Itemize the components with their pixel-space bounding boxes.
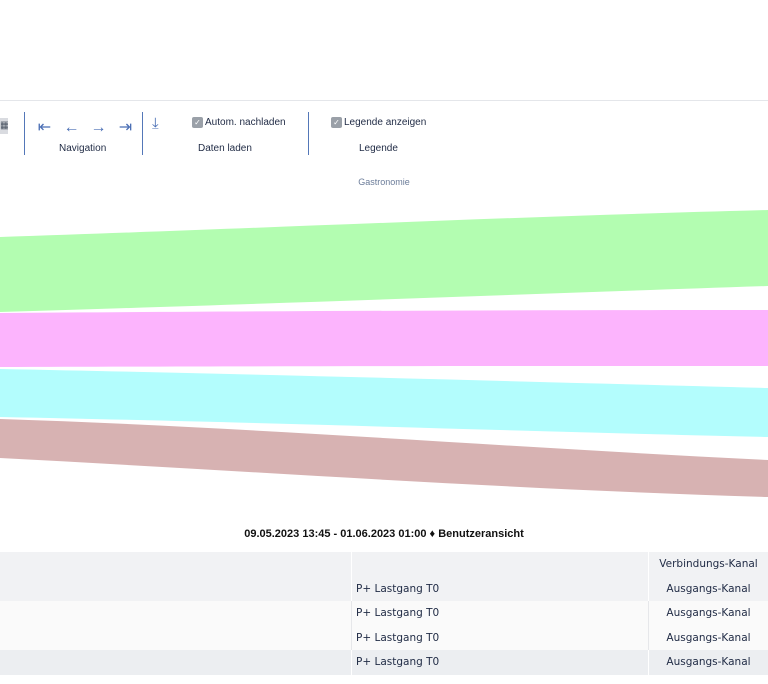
table-cell-name: P+ Lastgang T0 (356, 656, 440, 668)
checkbox-checked-icon: ✓ (331, 117, 342, 128)
show-legend-label: Legende anzeigen (344, 117, 427, 128)
table-cell-name: P+ Lastgang T0 (356, 607, 440, 619)
table-cell-channel: Ausgangs-Kanal (666, 656, 751, 668)
calendar-icon[interactable]: ▦ (0, 118, 8, 134)
toolbar-separator (142, 112, 143, 155)
auto-reload-checkbox[interactable]: ✓ Autom. nachladen (192, 117, 286, 128)
table-cell-channel: Ausgangs-Kanal (666, 607, 751, 619)
table-row[interactable]: P+ Lastgang T0 Ausgangs-Kanal (0, 601, 768, 626)
table-row[interactable]: P+ Lastgang T0 Ausgangs-Kanal (0, 576, 768, 601)
flow-band (0, 310, 768, 367)
show-legend-checkbox[interactable]: ✓ Legende anzeigen (331, 117, 426, 128)
date-range-title: 09.05.2023 13:45 - 01.06.2023 01:00 ♦ Be… (244, 528, 524, 540)
table-row[interactable]: P+ Lastgang T0 Ausgangs-Kanal (0, 625, 768, 650)
flow-band (0, 210, 768, 312)
toolbar-separator (308, 112, 309, 155)
toolbar-separator (24, 112, 25, 155)
checkbox-checked-icon: ✓ (192, 117, 203, 128)
first-icon[interactable]: ⇤ (37, 119, 52, 136)
table-header-row: Verbindungs-Kanal (0, 552, 768, 577)
download-icon[interactable]: ⤓ (152, 115, 159, 132)
table-cell-channel: Ausgangs-Kanal (666, 631, 751, 644)
table-row[interactable]: P+ Lastgang T0 Ausgangs-Kanal (0, 650, 768, 675)
toolbar (0, 100, 768, 163)
next-icon[interactable]: → (90, 119, 107, 136)
table-header-cell: Verbindungs-Kanal (659, 558, 758, 570)
table-cell-name: P+ Lastgang T0 (356, 582, 440, 595)
sankey-flows (0, 210, 768, 497)
auto-reload-label: Autom. nachladen (205, 117, 286, 128)
flow-band (0, 369, 768, 437)
sankey-node-label: Gastronomie (358, 177, 410, 187)
load-data-label: Daten laden (198, 143, 252, 154)
prev-icon[interactable]: ← (63, 119, 80, 136)
last-icon[interactable]: ⇥ (118, 119, 133, 136)
data-table: Verbindungs-Kanal P+ Lastgang T0 Ausgang… (0, 552, 768, 675)
table-cell-channel: Ausgangs-Kanal (666, 582, 751, 595)
flow-band (0, 419, 768, 497)
navigation-label: Navigation (59, 143, 107, 154)
legend-label: Legende (359, 143, 398, 154)
table-cell-name: P+ Lastgang T0 (356, 631, 440, 644)
